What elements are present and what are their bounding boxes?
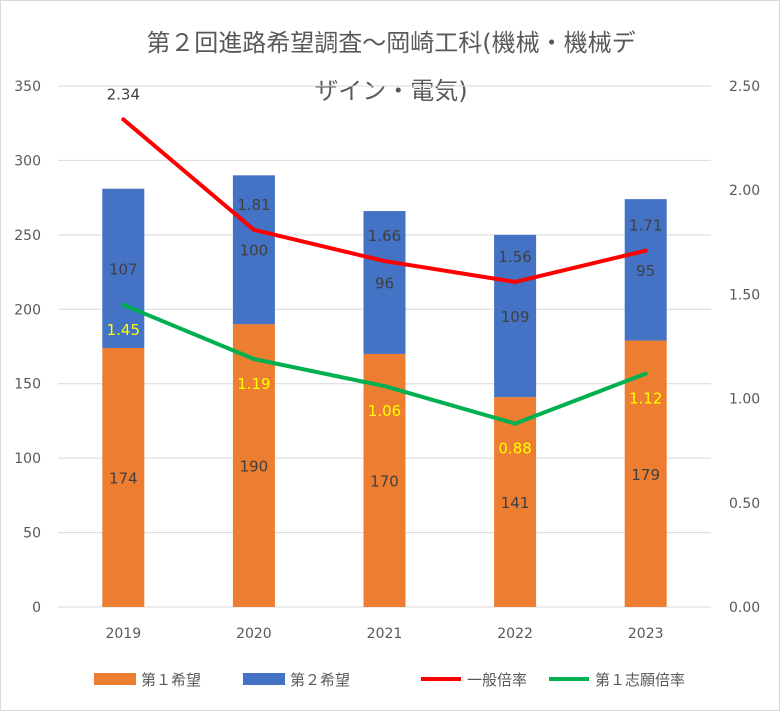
bar-data-label: 190 (240, 458, 269, 476)
line-point (382, 384, 387, 389)
bar-segment-1 (232, 324, 275, 607)
line-data-label: 1.81 (237, 196, 270, 214)
right-axis-tick-label: 2.00 (729, 183, 760, 199)
chart-title-line: 第２回進路希望調査～岡崎工科(機械・機械デ (146, 29, 635, 57)
line-data-label: 2.34 (107, 85, 140, 103)
bar-segment-1 (102, 347, 145, 607)
legend-swatch (94, 673, 136, 685)
legend-label: 第２希望 (290, 671, 350, 689)
left-axis-tick-label: 300 (14, 153, 41, 169)
line-point (121, 117, 126, 122)
line-data-label: 1.06 (368, 402, 401, 420)
line-data-label: 1.45 (107, 321, 140, 339)
legend-label: 一般倍率 (467, 671, 527, 689)
left-axis-tick-label: 0 (32, 600, 41, 616)
line-data-label: 1.66 (368, 227, 401, 245)
bar-data-label: 174 (109, 469, 138, 487)
right-axis-tick-label: 0.50 (729, 496, 760, 512)
bar-segment-2 (624, 199, 667, 341)
line-point (513, 421, 518, 426)
right-axis-tick-label: 1.50 (729, 287, 760, 303)
bar-segment-1 (494, 397, 537, 607)
chart-title-line: ザイン・電気) (314, 77, 467, 105)
line-data-label: 1.12 (629, 390, 662, 408)
left-axis-tick-label: 150 (14, 377, 41, 393)
right-axis-tick-label: 2.50 (729, 79, 760, 95)
bar-segment-2 (363, 211, 406, 354)
line-point (643, 248, 648, 253)
bar-data-label: 109 (501, 308, 530, 326)
line-point (643, 371, 648, 376)
left-axis-tick-label: 200 (14, 302, 41, 318)
bar-data-label: 179 (631, 466, 660, 484)
bar-data-label: 141 (501, 494, 530, 512)
bar-segment-2 (494, 234, 537, 398)
bar-segment-2 (232, 175, 275, 325)
bar-data-label: 95 (636, 262, 655, 280)
bar-segment-2 (102, 188, 145, 348)
bar-data-label: 107 (109, 260, 138, 278)
legend-swatch (243, 673, 285, 685)
x-axis-tick-label: 2022 (497, 626, 533, 642)
right-axis-tick-label: 0.00 (729, 600, 760, 616)
line-point (382, 259, 387, 264)
x-axis-tick-label: 2020 (236, 626, 272, 642)
x-axis-tick-label: 2019 (105, 626, 141, 642)
line-point (251, 357, 256, 362)
right-axis-tick-label: 1.00 (729, 392, 760, 408)
bar-segment-1 (363, 353, 406, 607)
bar-data-label: 170 (370, 472, 399, 490)
left-axis-tick-label: 350 (14, 79, 41, 95)
line-point (513, 279, 518, 284)
line-data-label: 1.71 (629, 217, 662, 235)
left-axis-tick-label: 50 (23, 526, 41, 542)
line-data-label: 1.19 (237, 375, 270, 393)
line-point (251, 227, 256, 232)
bar-segment-1 (624, 340, 667, 607)
left-axis-tick-label: 250 (14, 228, 41, 244)
legend-label: 第１志願倍率 (595, 671, 685, 689)
left-axis-tick-label: 100 (14, 451, 41, 467)
x-axis-tick-label: 2023 (628, 626, 664, 642)
line-data-label: 0.88 (498, 440, 531, 458)
legend-label: 第１希望 (141, 671, 201, 689)
x-axis-tick-label: 2021 (367, 626, 403, 642)
bar-data-label: 100 (240, 242, 269, 260)
line-point (121, 302, 126, 307)
bar-data-label: 96 (375, 274, 394, 292)
line-data-label: 1.56 (498, 248, 531, 266)
